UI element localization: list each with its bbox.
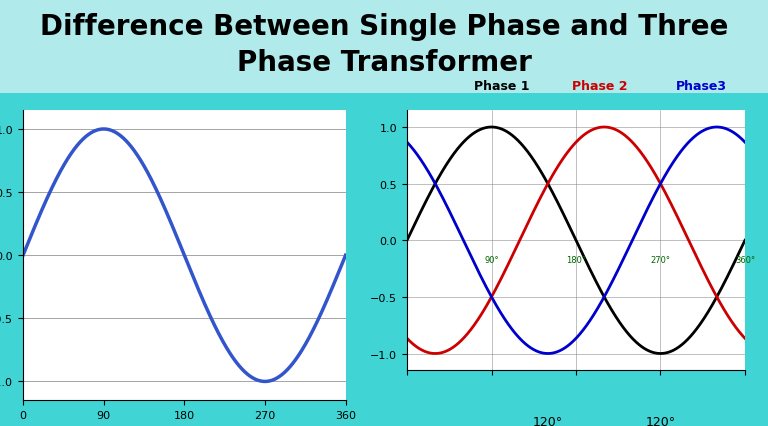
Text: Phase 2: Phase 2 [572,80,627,93]
Text: 180°: 180° [566,255,586,265]
Text: Phase 1: Phase 1 [474,80,529,93]
FancyBboxPatch shape [0,0,768,97]
Text: Phase3: Phase3 [676,80,727,93]
Text: 120°: 120° [533,414,563,426]
Text: 90°: 90° [484,255,499,265]
Text: 360°: 360° [735,255,755,265]
Text: Difference Between Single Phase and Three
Phase Transformer: Difference Between Single Phase and Thre… [40,13,728,77]
Text: 270°: 270° [650,255,670,265]
Text: 120°: 120° [645,414,676,426]
